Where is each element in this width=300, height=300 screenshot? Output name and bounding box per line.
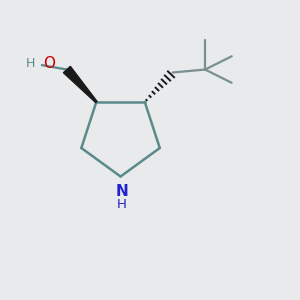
Text: H: H	[26, 57, 35, 70]
Text: H: H	[117, 198, 127, 211]
Text: N: N	[116, 184, 128, 199]
Text: O: O	[43, 56, 55, 71]
Polygon shape	[63, 66, 97, 103]
